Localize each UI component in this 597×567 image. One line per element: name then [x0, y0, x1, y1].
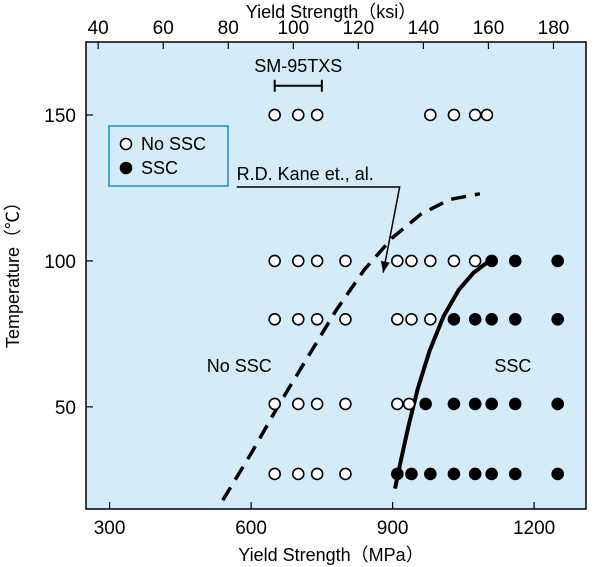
no-ssc-point	[339, 397, 352, 411]
ssc-point	[419, 397, 432, 411]
range-bar-label: SM-95TXS	[254, 56, 342, 76]
x-top-tick-label: 80	[218, 18, 239, 39]
no-ssc-point	[424, 254, 437, 268]
no-ssc-point	[291, 254, 305, 268]
no-ssc-point	[268, 312, 281, 326]
x-top-tick-label: 40	[88, 18, 109, 39]
legend-box	[108, 125, 229, 187]
no-ssc-point	[391, 397, 404, 411]
ssc-point	[485, 254, 498, 268]
no-ssc-point	[310, 254, 324, 268]
y-tick-label: 150	[44, 106, 76, 127]
no-ssc-point	[310, 467, 324, 481]
kane-annotation-label: R.D. Kane et., al.	[237, 164, 374, 184]
no-ssc-point	[468, 108, 482, 122]
no-ssc-point	[291, 397, 305, 411]
no-ssc-point	[268, 254, 281, 268]
kane-annotation-leader	[236, 186, 401, 273]
x-top-tick-label: 120	[342, 18, 374, 39]
kane-boundary-dashed-curve	[221, 192, 481, 502]
no-ssc-point	[402, 397, 416, 411]
ssc-point	[508, 254, 522, 268]
x-bottom-tick-label: 900	[377, 518, 409, 539]
x-top-tick-label: 140	[408, 18, 440, 39]
x-top-tick-label: 180	[538, 18, 570, 39]
no-ssc-point	[268, 397, 281, 411]
x-bottom-tick-label: 600	[235, 518, 267, 539]
no-ssc-point	[310, 108, 324, 122]
no-ssc-point	[291, 467, 305, 481]
no-ssc-point	[291, 108, 305, 122]
y-tick-label: 50	[55, 398, 76, 419]
no-ssc-point	[447, 108, 461, 122]
x-top-tick-label: 100	[277, 18, 309, 39]
ssc-point	[551, 467, 564, 481]
x-bottom-tick-label: 1200	[513, 518, 555, 539]
no-ssc-point	[291, 312, 305, 326]
no-ssc-point	[424, 312, 437, 326]
legend-marker	[119, 161, 133, 175]
legend-marker	[119, 137, 133, 151]
ssc-point	[551, 312, 564, 326]
no-ssc-point	[405, 312, 418, 326]
ssc-point	[468, 312, 482, 326]
no-ssc-point	[310, 397, 324, 411]
y-tick-label: 100	[44, 252, 76, 273]
no-ssc-point	[339, 312, 352, 326]
ssc-point	[468, 467, 482, 481]
region-label: No SSC	[207, 356, 272, 376]
points-layer	[268, 108, 564, 481]
plot-background	[85, 41, 587, 510]
ssc-point	[508, 397, 522, 411]
ssc-point	[468, 397, 482, 411]
ssc-point	[447, 397, 461, 411]
region-label: SSC	[494, 356, 531, 376]
axes-layer: 300 600 900 1200 40 60 80 100 120 140 160 180 50 100 1…	[3, 2, 569, 565]
no-ssc-point	[480, 108, 494, 122]
curves-layer	[221, 192, 491, 502]
y-axis-title: Temperature（℃）	[3, 193, 23, 348]
ssc-point	[551, 397, 564, 411]
no-ssc-point	[447, 254, 461, 268]
ssc-point	[551, 254, 564, 268]
ssc-point	[485, 467, 498, 481]
ssc-point	[405, 467, 418, 481]
no-ssc-point	[339, 254, 352, 268]
x-top-axis-title: Yield Strength（ksi）	[246, 2, 416, 22]
ssc-point	[447, 312, 461, 326]
ssc-point	[424, 467, 437, 481]
ssc-boundary-solid-curve	[393, 259, 491, 490]
no-ssc-point	[424, 108, 437, 122]
ssc-point	[508, 312, 522, 326]
legend: No SSC SSC	[108, 125, 229, 187]
x-top-tick-label: 60	[153, 18, 174, 39]
x-bottom-axis-title: Yield Strength（MPa）	[238, 545, 423, 565]
no-ssc-point	[268, 108, 281, 122]
kane-annotation-arrowhead	[380, 260, 390, 273]
no-ssc-point	[310, 312, 324, 326]
ssc-point	[508, 467, 522, 481]
no-ssc-point	[391, 254, 404, 268]
ssc-point	[485, 312, 498, 326]
legend-label: No SSC	[141, 134, 206, 154]
ssc-point	[391, 467, 404, 481]
ssc-point	[485, 397, 498, 411]
ssc-point	[447, 467, 461, 481]
no-ssc-point	[391, 312, 404, 326]
no-ssc-point	[468, 254, 482, 268]
no-ssc-point	[339, 467, 352, 481]
no-ssc-point	[268, 467, 281, 481]
x-bottom-tick-label: 300	[94, 518, 126, 539]
no-ssc-point	[405, 254, 418, 268]
x-top-tick-label: 160	[473, 18, 505, 39]
legend-label: SSC	[141, 158, 178, 178]
annotations-layer: SM-95TXS R.D. Kane et., al. No SSC SSC	[207, 56, 532, 376]
